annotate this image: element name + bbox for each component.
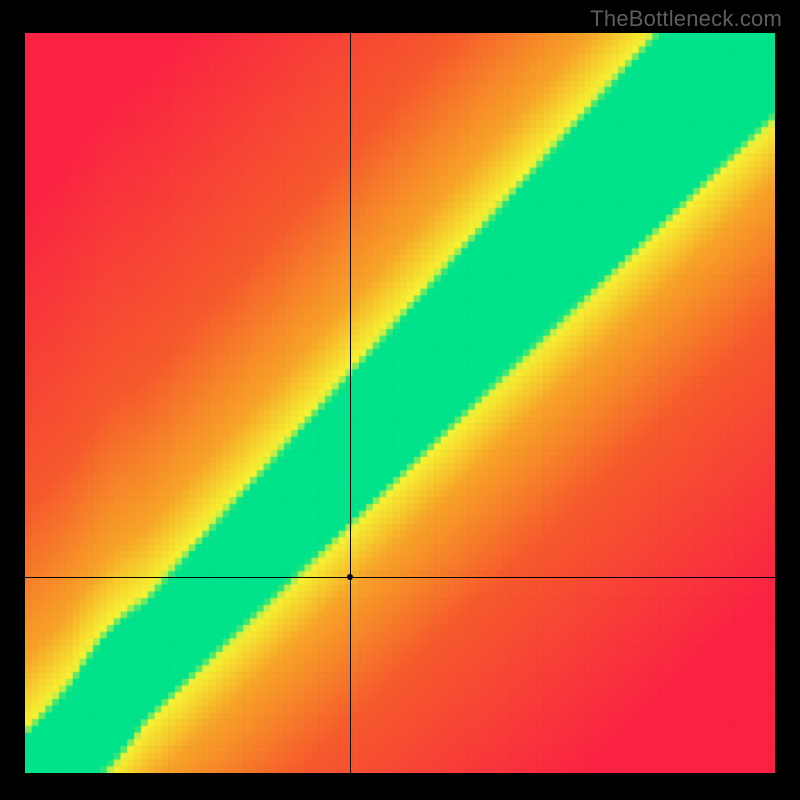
plot-area — [25, 33, 775, 773]
heatmap-canvas — [25, 33, 775, 773]
chart-container: TheBottleneck.com — [0, 0, 800, 800]
crosshair-horizontal — [25, 577, 775, 578]
crosshair-dot — [347, 574, 353, 580]
watermark-text: TheBottleneck.com — [590, 6, 782, 32]
crosshair-vertical — [350, 33, 351, 773]
